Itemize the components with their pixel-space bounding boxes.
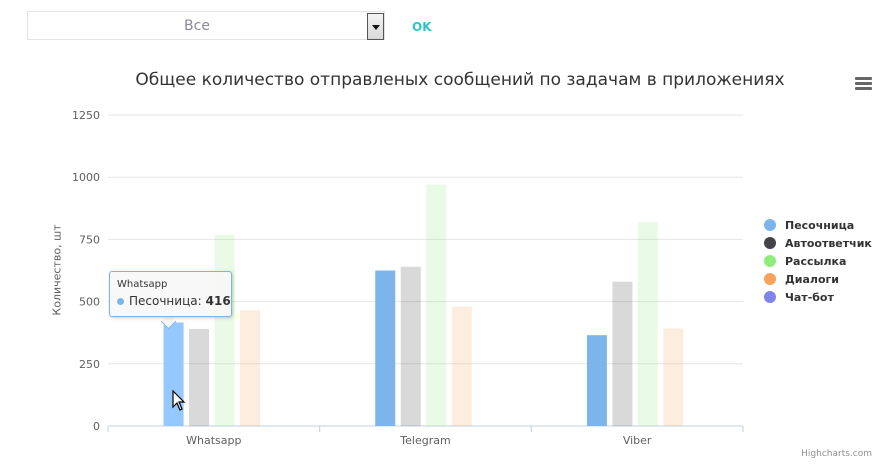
- legend-item-0[interactable]: Песочница: [764, 216, 872, 234]
- legend-label: Диалоги: [785, 272, 839, 286]
- legend-dot: [764, 291, 776, 303]
- select-value: Все: [184, 18, 210, 34]
- bar-0-2: [214, 234, 235, 426]
- tooltip-header: Whatsapp: [117, 279, 168, 290]
- legend-dot: [764, 237, 776, 249]
- legend: Песочница Автоответчик Рассылка Диалоги Чат-…: [764, 216, 872, 306]
- bar-1-0: [375, 270, 396, 426]
- legend-item-1[interactable]: Автоответчик: [764, 234, 872, 252]
- chevron-down-icon[interactable]: [367, 13, 384, 40]
- task-filter-select[interactable]: Все: [27, 11, 385, 40]
- tooltip-series-name: Песочница: [129, 294, 198, 308]
- legend-item-2[interactable]: Рассылка: [764, 252, 872, 270]
- x-tick-label: Whatsapp: [186, 434, 241, 447]
- y-tick-label: 1000: [72, 171, 100, 184]
- y-tick-label: 1250: [72, 109, 100, 122]
- legend-dot: [764, 219, 776, 231]
- y-tick-label: 250: [79, 358, 100, 371]
- legend-label: Чат-бот: [785, 290, 834, 304]
- bar-0-1: [189, 328, 210, 426]
- ok-button[interactable]: OK: [412, 20, 432, 34]
- legend-label: Песочница: [785, 218, 855, 232]
- x-tick-label: Viber: [623, 434, 652, 447]
- credits-link[interactable]: Highcharts.com: [801, 449, 872, 459]
- y-tick-label: 750: [79, 233, 100, 246]
- y-tick-label: 500: [79, 296, 100, 309]
- bar-2-0: [586, 335, 607, 426]
- bar-2-1: [612, 281, 633, 426]
- y-tick-label: 0: [93, 420, 100, 433]
- x-tick-label: Telegram: [399, 434, 450, 447]
- bar-1-3: [451, 306, 472, 426]
- legend-dot: [764, 255, 776, 267]
- bar-1-1: [400, 266, 421, 426]
- bar-0-3: [240, 310, 261, 426]
- legend-item-4[interactable]: Чат-бот: [764, 288, 872, 306]
- bar-2-3: [663, 328, 684, 426]
- menu-icon[interactable]: [855, 77, 872, 91]
- chart-title: Общее количество отправленых сообщений п…: [135, 70, 785, 90]
- bar-2-2: [637, 221, 658, 426]
- bar-1-2: [426, 184, 447, 426]
- tooltip-row: Песочница:416: [117, 294, 231, 308]
- tooltip: Whatsapp Песочница:416: [109, 271, 232, 317]
- tooltip-value: 416: [205, 294, 231, 308]
- legend-dot: [764, 273, 776, 285]
- legend-item-3[interactable]: Диалоги: [764, 270, 872, 288]
- legend-label: Рассылка: [785, 254, 847, 268]
- mouse-cursor-icon: [172, 390, 186, 411]
- tooltip-series-dot: [117, 297, 124, 305]
- legend-label: Автоответчик: [785, 236, 872, 250]
